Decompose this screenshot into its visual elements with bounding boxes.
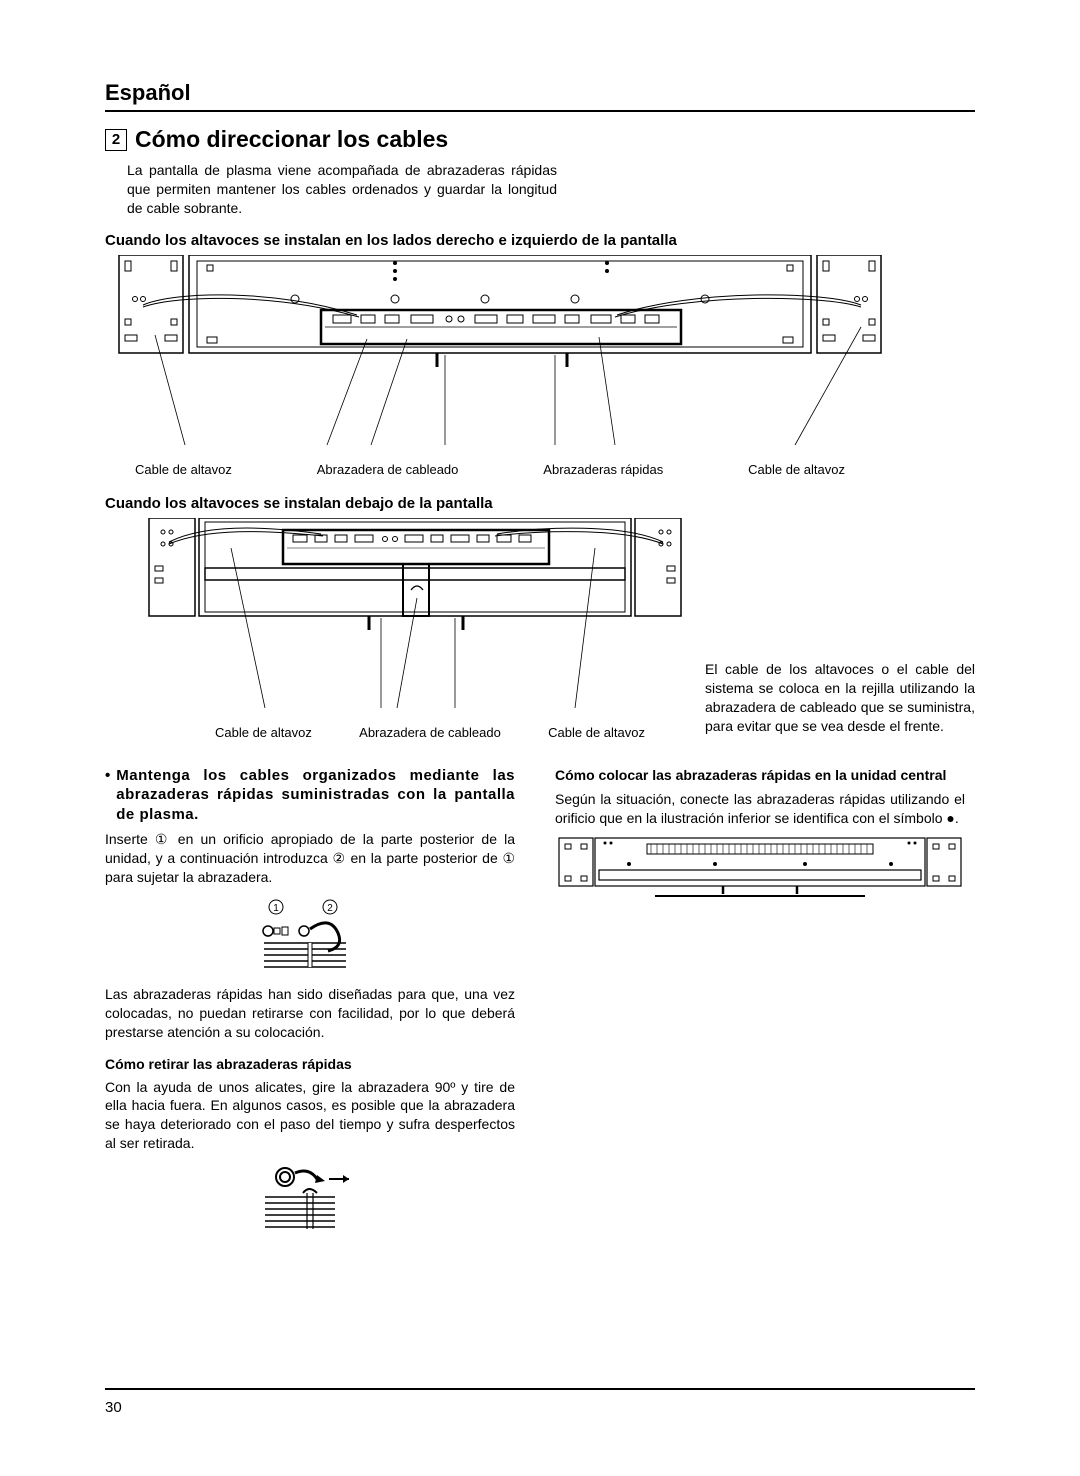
left-p2: Las abrazaderas rápidas han sido diseñad… — [105, 985, 515, 1042]
section-title-row: 2 Cómo direccionar los cables — [105, 126, 975, 153]
right-column: Cómo colocar las abrazaderas rápidas en … — [555, 766, 965, 1251]
clamp-remove-diagram — [255, 1163, 365, 1243]
sub-heading-1: Cuando los altavoces se instalan en los … — [105, 232, 975, 249]
clamp-insert-diagram: 1 2 — [250, 897, 370, 977]
diag2-label-a: Cable de altavoz — [215, 725, 312, 740]
left-p3: Con la ayuda de unos alicates, gire la a… — [105, 1078, 515, 1154]
left-p1: Inserte ① en un orificio apropiado de la… — [105, 830, 515, 887]
right-p1: Según la situación, conecte las abrazade… — [555, 790, 965, 828]
svg-text:1: 1 — [273, 903, 279, 914]
sub-heading-2: Cuando los altavoces se instalan debajo … — [105, 495, 975, 512]
bullet-row: • Mantenga los cables organizados median… — [105, 766, 515, 825]
two-column-section: • Mantenga los cables organizados median… — [105, 766, 975, 1251]
right-heading: Cómo colocar las abrazaderas rápidas en … — [555, 766, 965, 784]
diag1-label-a: Cable de altavoz — [135, 462, 232, 477]
language-header: Español — [105, 80, 975, 112]
diag1-label-c: Abrazaderas rápidas — [543, 462, 663, 477]
diag1-label-d: Cable de altavoz — [748, 462, 845, 477]
step-number-badge: 2 — [105, 129, 127, 151]
diag2-label-c: Cable de altavoz — [548, 725, 645, 740]
left-sub-heading: Cómo retirar las abrazaderas rápidas — [105, 1056, 515, 1072]
svg-text:2: 2 — [327, 903, 333, 914]
diag1-label-b: Abrazadera de cableado — [317, 462, 459, 477]
diagram-2-row: Cable de altavoz Abrazadera de cableado … — [105, 518, 975, 740]
diagram-2-col: Cable de altavoz Abrazadera de cableado … — [145, 518, 685, 740]
diagram-1-labels: Cable de altavoz Abrazadera de cableado … — [115, 462, 885, 477]
left-column: • Mantenga los cables organizados median… — [105, 766, 515, 1251]
diagram-1-wrap: Cable de altavoz Abrazadera de cableado … — [115, 255, 975, 477]
diagram-3-svg — [555, 834, 965, 914]
bullet-dot-icon: • — [105, 766, 110, 825]
diagram-1-svg — [115, 255, 885, 455]
diagram-2-labels: Cable de altavoz Abrazadera de cableado … — [145, 725, 685, 740]
intro-paragraph: La pantalla de plasma viene acompañada d… — [127, 161, 557, 218]
diag2-label-b: Abrazadera de cableado — [359, 725, 501, 740]
page-number: 30 — [105, 1399, 122, 1416]
left-bullet-heading: Mantenga los cables organizados mediante… — [116, 766, 515, 825]
section-title: Cómo direccionar los cables — [135, 126, 448, 153]
diagram-2-side-note: El cable de los altavoces o el cable del… — [705, 660, 975, 736]
diagram-2-svg — [145, 518, 685, 718]
footer-rule — [105, 1388, 975, 1390]
